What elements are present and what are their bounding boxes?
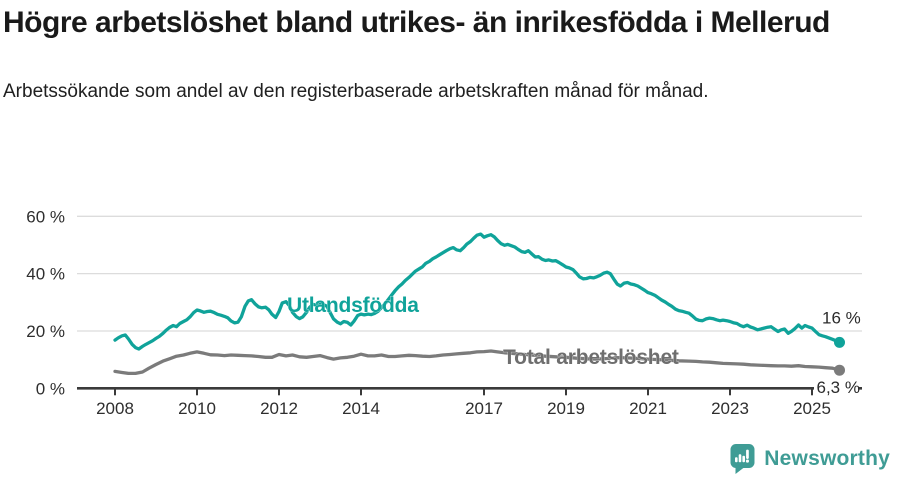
series-end-dot <box>834 336 845 348</box>
x-axis-tick-label: 2017 <box>465 399 503 418</box>
series-inline-label: Utlandsfödda <box>287 294 419 317</box>
series-line-utlandsfodda <box>113 232 842 351</box>
x-axis-tick-label: 2023 <box>711 399 749 418</box>
x-axis-tick-label: 2012 <box>260 399 298 418</box>
y-axis-tick-label: 20 % <box>26 322 65 341</box>
unemployment-line-chart: 0 % 20 % 40 % 60 % 2008 2010 2012 2014 2017 2019 2… <box>26 207 862 418</box>
y-axis-tick-label: 0 % <box>36 379 65 398</box>
series-end-dot <box>834 364 845 376</box>
newsworthy-brand-text: Newsworthy <box>764 447 890 470</box>
x-axis-tick-label: 2008 <box>96 399 134 418</box>
x-axis-tick-label: 2025 <box>793 399 831 418</box>
newsworthy-logo: Newsworthy <box>730 444 890 474</box>
x-axis-tick-label: 2019 <box>547 399 585 418</box>
end-label-backing <box>814 378 858 398</box>
chart-title: Högre arbetslöshet bland utrikes- än inr… <box>3 6 830 39</box>
chart-subtitle: Arbetssökande som andel av den registerb… <box>3 81 709 102</box>
newsworthy-speech-bubble-bar-chart-icon <box>730 444 755 474</box>
x-axis-tick-label: 2021 <box>629 399 667 418</box>
series-end-value-label: 6,3 % <box>817 378 860 397</box>
y-axis-tick-label: 60 % <box>26 207 65 226</box>
chart-card: Högre arbetslöshet bland utrikes- än inr… <box>0 4 900 478</box>
x-axis-tick-label: 2010 <box>178 399 216 418</box>
series-inline-label: Total arbetslöshet <box>503 346 679 369</box>
x-axis-tick-label: 2014 <box>342 399 380 418</box>
series-line-total-arbetsloshet <box>113 349 842 376</box>
series-end-value-label: 16 % <box>822 309 861 328</box>
y-axis-tick-label: 40 % <box>26 265 65 284</box>
